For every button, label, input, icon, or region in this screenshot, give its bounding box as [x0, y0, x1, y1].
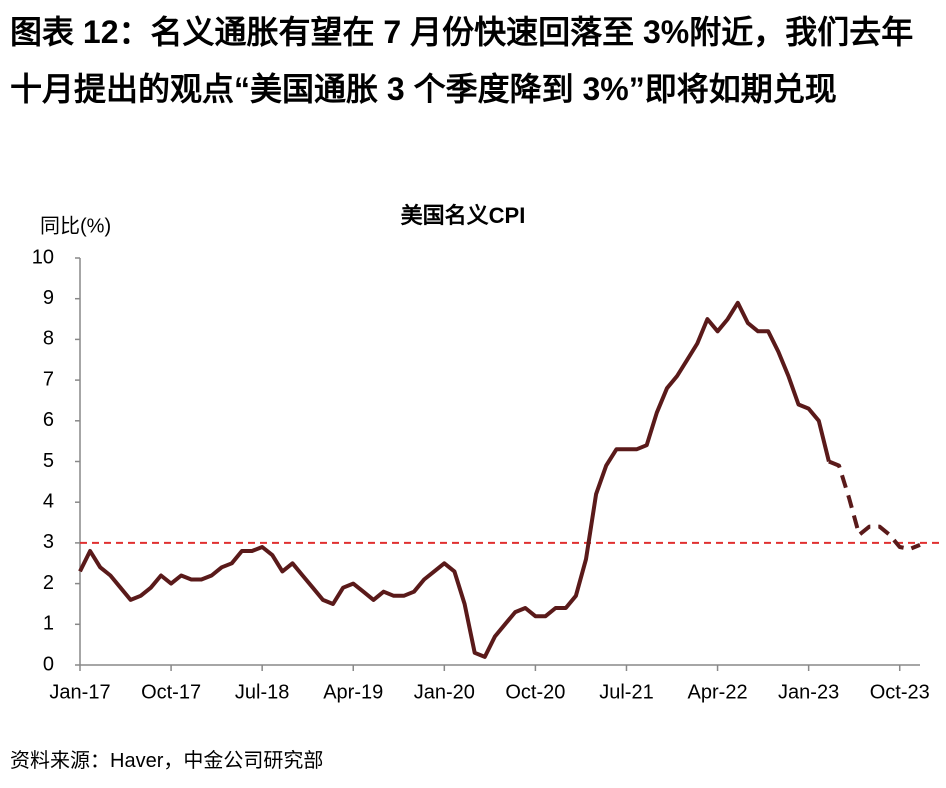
x-tick-label: Apr-22: [688, 681, 748, 703]
series-line: [78, 300, 831, 659]
y-tick-label: 5: [43, 450, 54, 472]
y-tick-label: 6: [43, 409, 54, 431]
source: 资料来源：Haver，中金公司研究部: [10, 750, 324, 772]
y-tick-label: 10: [32, 246, 54, 268]
x-tick-label: Apr-19: [323, 681, 383, 703]
chart-title: 美国名义CPI: [401, 203, 526, 228]
y-tick-label: 1: [43, 613, 54, 635]
x-tick-label: Jan-20: [414, 681, 475, 703]
x-tick-label: Jan-23: [778, 681, 839, 703]
x-tick-label: Oct-23: [870, 681, 930, 703]
x-tick-label: Oct-20: [505, 681, 565, 703]
x-tick-label: Jul-21: [599, 681, 653, 703]
y-tick-label: 3: [43, 531, 54, 553]
y-axis-label: 同比(%): [40, 214, 111, 237]
x-tick-label: Oct-17: [141, 681, 201, 703]
y-tick-label: 0: [43, 653, 54, 675]
heading: 图表 12：名义通胀有望在 7 月份快速回落至 3%附近，我们去年十月提出的观点…: [10, 14, 914, 107]
y-tick-label: 2: [43, 572, 54, 594]
x-tick-label: Jul-18: [235, 681, 289, 703]
chart: 美国名义CPI 同比(%) 0 1 2 3 4 5 6 7 8 9 10 Jan-17 Oct-17 Ju…: [32, 203, 940, 703]
x-tick-label: Jan-17: [49, 681, 110, 703]
series-line: [828, 459, 921, 551]
y-tick-label: 9: [43, 287, 54, 309]
y-tick-label: 8: [43, 328, 54, 350]
y-tick-label: 7: [43, 368, 54, 390]
y-tick-label: 4: [43, 490, 54, 512]
